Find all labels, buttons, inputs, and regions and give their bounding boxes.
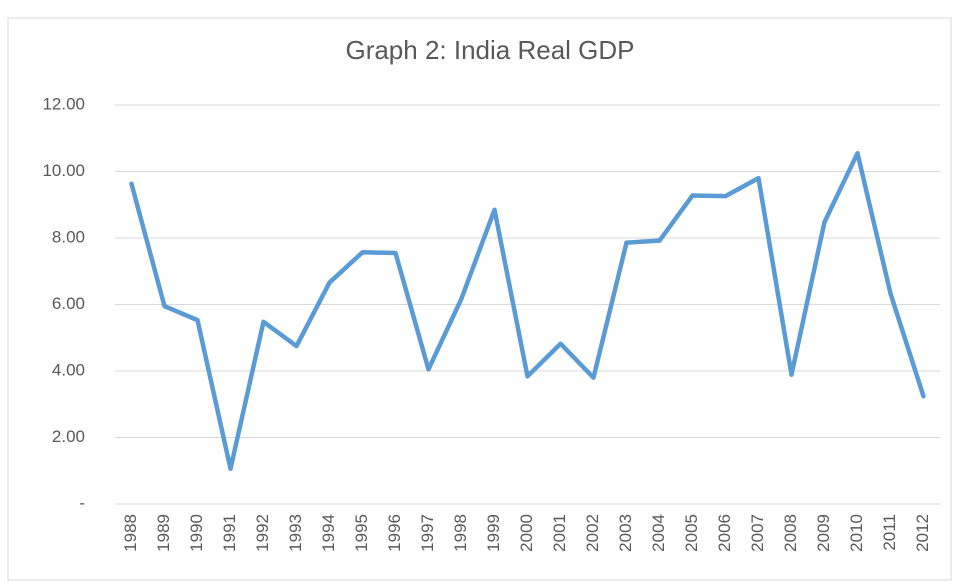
y-tick-label: 4.00 [52, 360, 85, 379]
x-tick-label: 1992 [253, 514, 272, 552]
x-tick-label: 2009 [814, 514, 833, 552]
chart-border [7, 17, 952, 581]
y-tick-label: 12.00 [42, 94, 85, 113]
x-tick-label: 2010 [847, 514, 866, 552]
x-tick-label: 2012 [913, 514, 932, 552]
x-tick-label: 1994 [319, 514, 338, 552]
x-tick-label: 2011 [880, 514, 899, 551]
x-tick-label: 2004 [649, 514, 668, 552]
y-tick-label: 6.00 [52, 294, 85, 313]
x-tick-label: 2006 [715, 514, 734, 552]
x-tick-label: 2005 [682, 514, 701, 552]
x-tick-label: 2007 [748, 514, 767, 552]
x-tick-label: 2001 [550, 514, 569, 552]
x-tick-label: 1991 [220, 514, 239, 552]
x-tick-label: 1988 [121, 514, 140, 552]
x-tick-label: 1993 [286, 514, 305, 552]
x-tick-label: 2003 [616, 514, 635, 552]
x-tick-label: 1997 [418, 514, 437, 552]
x-tick-label: 1989 [154, 514, 173, 552]
x-tick-label: 2000 [517, 514, 536, 552]
chart-title: Graph 2: India Real GDP [345, 35, 634, 65]
x-tick-label: 1995 [352, 514, 371, 552]
x-tick-label: 1998 [451, 514, 470, 552]
y-tick-label: - [79, 493, 85, 512]
x-tick-label: 1990 [187, 514, 206, 552]
x-tick-label: 1999 [484, 514, 503, 552]
x-tick-label: 2008 [781, 514, 800, 552]
x-tick-label: 2002 [583, 514, 602, 552]
y-tick-label: 10.00 [42, 161, 85, 180]
y-tick-label: 8.00 [52, 227, 85, 246]
data-line [129, 150, 926, 472]
x-tick-label: 1996 [385, 514, 404, 552]
y-tick-label: 2.00 [52, 427, 85, 446]
